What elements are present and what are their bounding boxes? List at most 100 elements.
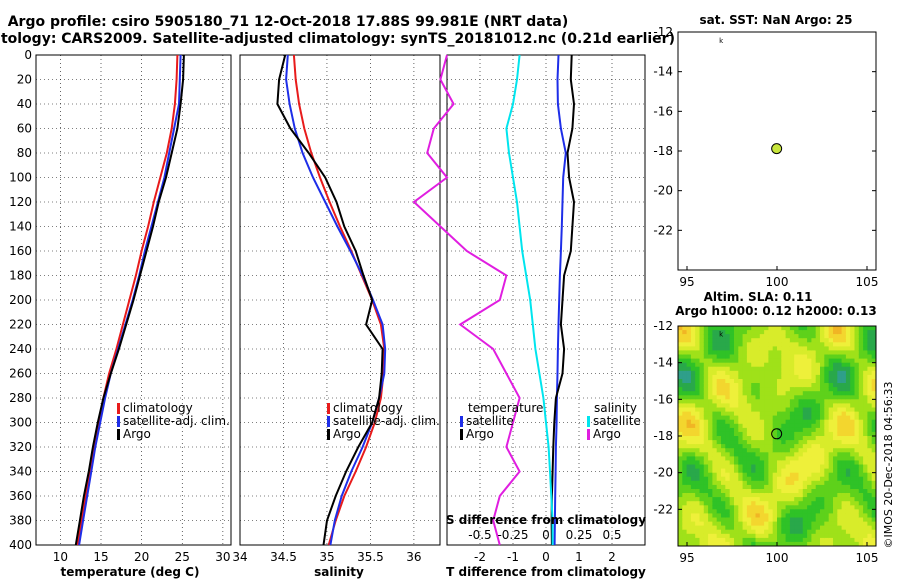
sla-heatmap-cell [777,362,782,368]
sla-heatmap-cell [716,326,722,331]
sla-heatmap-cell [759,423,765,429]
sla-heatmap-cell [764,541,769,547]
sla-heatmap-cell [755,533,761,539]
sla-heatmap-cell [802,444,808,449]
sla-heatmap-cell [777,330,782,335]
sla-heatmap-cell [777,456,782,461]
sla-heatmap-cell [768,440,774,445]
sla-heatmap-cell [811,431,817,437]
sla-heatmap-cell [686,342,692,347]
sla-heatmap-cell [858,374,864,380]
sla-heatmap-cell [807,419,812,425]
sla-heatmap-cell [858,533,864,539]
sla-heatmap-cell [794,505,799,510]
sla-heatmap-cell [858,436,864,441]
sla-heatmap-cell [699,350,705,355]
sla-heatmap-cell [746,330,752,335]
sla-heatmap-cell [850,395,855,400]
sla-heatmap-cell [794,489,799,494]
sla-heatmap-cell [824,358,830,364]
sla-heatmap-cell [712,334,718,339]
sla-heatmap-cell [820,533,825,539]
sla-heatmap-cell [845,407,851,413]
sla-heatmap-cell [794,387,799,392]
sla-heatmap-cell [734,338,739,343]
sla-heatmap-cell [824,497,830,502]
sla-heatmap-cell [729,326,735,331]
sla-heatmap-cell [699,464,705,470]
sla-heatmap-cell [738,427,744,433]
sla-heatmap-cell [759,403,765,408]
sla-heatmap-cell [802,399,808,404]
sla-heatmap-cell [690,476,696,482]
sla-heatmap-cell [699,501,705,506]
sla-heatmap-cell [772,444,778,449]
sla-heatmap-cell [699,521,705,527]
sla-heatmap-cell [699,436,705,441]
sla-heatmap-cell [764,493,769,498]
sla-heatmap-cell [712,387,718,392]
sla-heatmap-cell [759,464,765,470]
sla-heatmap-cell [768,448,774,453]
sla-heatmap-cell [837,419,843,425]
sla-heatmap-cell [716,440,722,445]
sla-heatmap-cell [725,456,731,461]
sla-heatmap-cell [716,407,722,413]
sla-heatmap-cell [811,395,817,400]
difference-top-xlabel: S difference from climatology [446,513,646,527]
sla-heatmap-cell [777,387,782,392]
sla-heatmap-cell [712,411,718,417]
sla-heatmap-cell [690,370,696,376]
sla-heatmap-cell [828,480,834,486]
sla-heatmap-cell [858,419,864,425]
sla-heatmap-cell [789,431,795,437]
sla-heatmap-cell [798,460,804,465]
sla-heatmap-cell [807,444,812,449]
sla-heatmap-cell [802,362,808,368]
sla-heatmap-cell [850,354,855,360]
sla-heatmap-cell [833,366,838,372]
sla-heatmap-cell [721,338,726,343]
sla-heatmap-cell [798,480,804,486]
sla-heatmap-cell [738,342,744,347]
sla-heatmap-cell [785,374,791,380]
sla-heatmap-cell [781,509,787,514]
sla-heatmap-cell [768,395,774,400]
sla-heatmap-cell [721,460,726,465]
sla-heatmap-cell [686,399,692,404]
sla-heatmap-cell [781,362,787,368]
sla-heatmap-cell [682,366,688,372]
sla-heatmap-cell [845,513,851,518]
sla-heatmap-cell [845,468,851,474]
sla-heatmap-cell [820,448,825,453]
sla-heatmap-cell [703,517,709,523]
sla-map-xtick-label: 105 [856,551,879,565]
sla-heatmap-cell [802,440,808,445]
sla-heatmap-cell [845,529,851,535]
sla-heatmap-cell [863,472,868,478]
sla-heatmap-cell [746,468,752,474]
sla-heatmap-cell [828,415,834,421]
sla-heatmap-cell [721,456,726,461]
sla-heatmap-cell [712,529,718,535]
sla-heatmap-cell [716,480,722,486]
sla-heatmap-cell [729,330,735,335]
sla-heatmap-cell [768,374,774,380]
sla-heatmap-cell [798,464,804,470]
sla-heatmap-cell [734,533,739,539]
sla-heatmap-cell [716,403,722,408]
sla-heatmap-cell [802,370,808,376]
sla-heatmap-cell [699,440,705,445]
sla-heatmap-cell [833,468,838,474]
sla-heatmap-cell [789,509,795,514]
sla-heatmap-cell [854,387,860,392]
sla-heatmap-cell [686,529,692,535]
sla-heatmap-cell [738,440,744,445]
sla-heatmap-cell [755,346,761,351]
sla-heatmap-cell [802,509,808,514]
sla-heatmap-cell [746,521,752,527]
difference-legend-s-swatch [587,416,590,427]
sla-heatmap-cell [686,517,692,523]
sla-heatmap-cell [772,472,778,478]
sla-heatmap-cell [867,464,873,470]
